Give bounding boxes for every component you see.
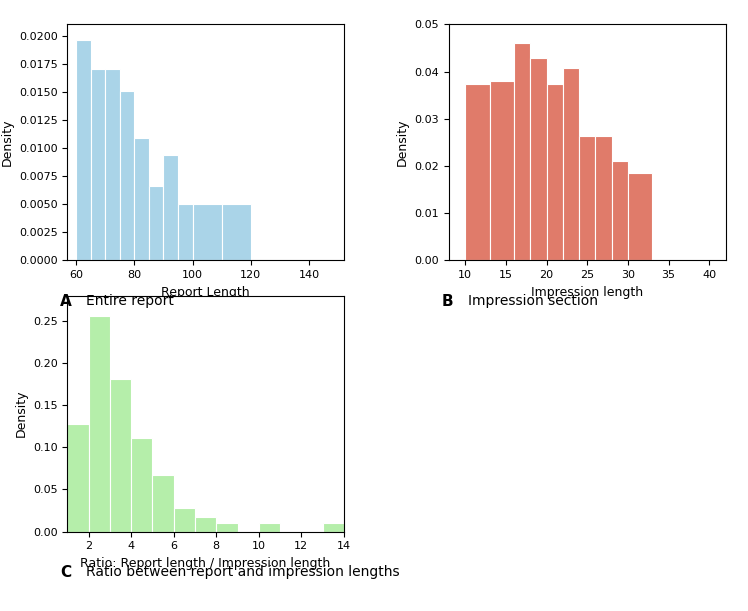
- Bar: [192, 204, 221, 260]
- Bar: [547, 84, 563, 260]
- Bar: [322, 523, 344, 532]
- Text: Entire report: Entire report: [86, 294, 174, 308]
- Bar: [91, 70, 105, 260]
- Bar: [135, 138, 149, 260]
- Bar: [131, 438, 153, 532]
- Text: A: A: [60, 294, 72, 309]
- Bar: [530, 59, 547, 260]
- Bar: [105, 70, 120, 260]
- Bar: [579, 136, 595, 260]
- Bar: [120, 90, 135, 260]
- Bar: [514, 43, 530, 260]
- Bar: [259, 523, 280, 532]
- Bar: [76, 40, 91, 260]
- Bar: [163, 155, 178, 260]
- Text: C: C: [60, 565, 71, 580]
- Bar: [612, 161, 628, 260]
- Text: Ratio between report and impression lengths: Ratio between report and impression leng…: [86, 565, 399, 579]
- X-axis label: Ratio: Report length / Impression length: Ratio: Report length / Impression length: [81, 557, 331, 570]
- Bar: [153, 475, 174, 532]
- Bar: [490, 81, 514, 260]
- Bar: [563, 68, 579, 260]
- X-axis label: Impression length: Impression length: [531, 285, 643, 299]
- Bar: [195, 518, 216, 532]
- Bar: [628, 173, 652, 260]
- Bar: [221, 204, 251, 260]
- Bar: [216, 523, 238, 532]
- Bar: [178, 204, 192, 260]
- Bar: [149, 186, 163, 260]
- Text: B: B: [441, 294, 453, 309]
- Y-axis label: Density: Density: [0, 119, 13, 166]
- Text: Impression section: Impression section: [468, 294, 598, 308]
- Bar: [67, 424, 88, 532]
- X-axis label: Report Length: Report Length: [162, 285, 250, 299]
- Bar: [110, 379, 131, 532]
- Y-axis label: Density: Density: [396, 119, 409, 166]
- Y-axis label: Density: Density: [14, 390, 27, 437]
- Bar: [465, 84, 490, 260]
- Bar: [88, 316, 110, 532]
- Bar: [595, 136, 612, 260]
- Bar: [174, 508, 195, 532]
